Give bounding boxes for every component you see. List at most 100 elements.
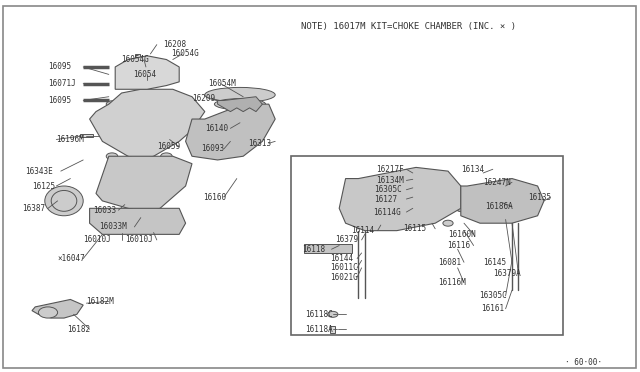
Bar [135,54,140,65]
Text: 16116M: 16116M [438,278,466,287]
Circle shape [106,153,118,160]
Text: 16182M: 16182M [86,297,114,306]
Polygon shape [186,104,275,160]
Circle shape [411,183,421,189]
Text: 16182: 16182 [67,325,90,334]
Text: 16095: 16095 [48,62,71,71]
Text: NOTE) 16017M KIT=CHOKE CHAMBER (INC. × ): NOTE) 16017M KIT=CHOKE CHAMBER (INC. × ) [301,22,516,31]
Bar [291,156,563,335]
Circle shape [38,307,58,318]
Polygon shape [90,208,186,234]
Text: 16114: 16114 [351,226,374,235]
Text: 16054G: 16054G [122,55,149,64]
Text: 16145: 16145 [483,258,506,267]
Text: 16387: 16387 [22,204,45,213]
Polygon shape [32,299,83,318]
Text: 16247N: 16247N [483,178,511,187]
Text: 16033M: 16033M [99,222,127,231]
Text: 16010J: 16010J [125,235,152,244]
Circle shape [161,153,172,160]
Text: 16054M: 16054M [208,79,236,88]
Circle shape [328,311,338,317]
Ellipse shape [102,209,179,231]
Text: 16081: 16081 [438,258,461,267]
Text: 16161: 16161 [481,304,504,313]
Circle shape [507,217,517,222]
Text: 16118: 16118 [302,245,325,254]
Text: 16305C: 16305C [479,291,506,300]
Text: 16379: 16379 [335,235,358,244]
Text: 16118C: 16118C [305,310,332,319]
Polygon shape [218,97,262,112]
Text: 16115: 16115 [403,224,426,233]
Text: 16010J: 16010J [83,235,111,244]
Text: 16186A: 16186A [485,202,513,211]
Polygon shape [115,56,179,89]
Text: · 60·00·: · 60·00· [564,358,602,367]
Ellipse shape [461,193,480,209]
Text: 16033: 16033 [93,206,116,215]
Circle shape [392,220,402,226]
Text: 16208: 16208 [163,40,186,49]
Circle shape [481,217,492,222]
Bar [151,61,156,73]
Polygon shape [461,179,544,223]
Text: 16125: 16125 [32,182,55,190]
Text: 16135: 16135 [528,193,551,202]
Text: 16054G: 16054G [171,49,198,58]
Circle shape [456,205,466,211]
Ellipse shape [115,213,166,228]
Circle shape [526,194,536,200]
Text: 16093: 16093 [202,144,225,153]
Circle shape [363,190,373,196]
Ellipse shape [451,190,477,212]
Text: 16059: 16059 [157,142,180,151]
Circle shape [507,183,517,189]
Ellipse shape [45,186,83,216]
Text: 16379A: 16379A [493,269,520,278]
Ellipse shape [205,87,275,102]
Circle shape [392,183,402,189]
Circle shape [106,101,118,108]
Bar [141,58,147,69]
Circle shape [134,138,141,141]
Text: 16134M: 16134M [376,176,404,185]
Text: 16140: 16140 [205,124,228,133]
Text: ×16047: ×16047 [58,254,85,263]
Circle shape [147,138,154,141]
Text: 16209: 16209 [192,94,215,103]
Text: 16134: 16134 [461,165,484,174]
Circle shape [443,190,453,196]
Text: 16021G: 16021G [330,273,358,282]
Text: 16343E: 16343E [26,167,53,176]
Text: 16011C: 16011C [330,263,358,272]
Bar [80,134,93,137]
Text: 16196M: 16196M [56,135,84,144]
Circle shape [443,220,453,226]
Text: 16217F: 16217F [376,165,404,174]
Text: 16160: 16160 [204,193,227,202]
Ellipse shape [214,99,266,110]
Text: 16095: 16095 [48,96,71,105]
Circle shape [160,138,166,141]
Text: 16116: 16116 [447,241,470,250]
Ellipse shape [51,190,77,211]
Text: 16118A: 16118A [305,325,332,334]
Circle shape [141,138,147,141]
Text: 16305C: 16305C [374,185,402,194]
Text: 16313: 16313 [248,139,271,148]
Polygon shape [304,244,352,253]
Circle shape [363,220,373,226]
Text: 16144: 16144 [330,254,353,263]
Circle shape [154,138,160,141]
Text: 16071J: 16071J [48,79,76,88]
Circle shape [526,209,536,215]
Circle shape [161,101,172,108]
Polygon shape [339,167,461,231]
Circle shape [481,190,492,196]
Text: 16160N: 16160N [448,230,476,239]
Text: 16114G: 16114G [373,208,401,217]
Text: 16054: 16054 [133,70,156,79]
Text: 16127: 16127 [374,195,397,203]
Bar [330,326,335,333]
